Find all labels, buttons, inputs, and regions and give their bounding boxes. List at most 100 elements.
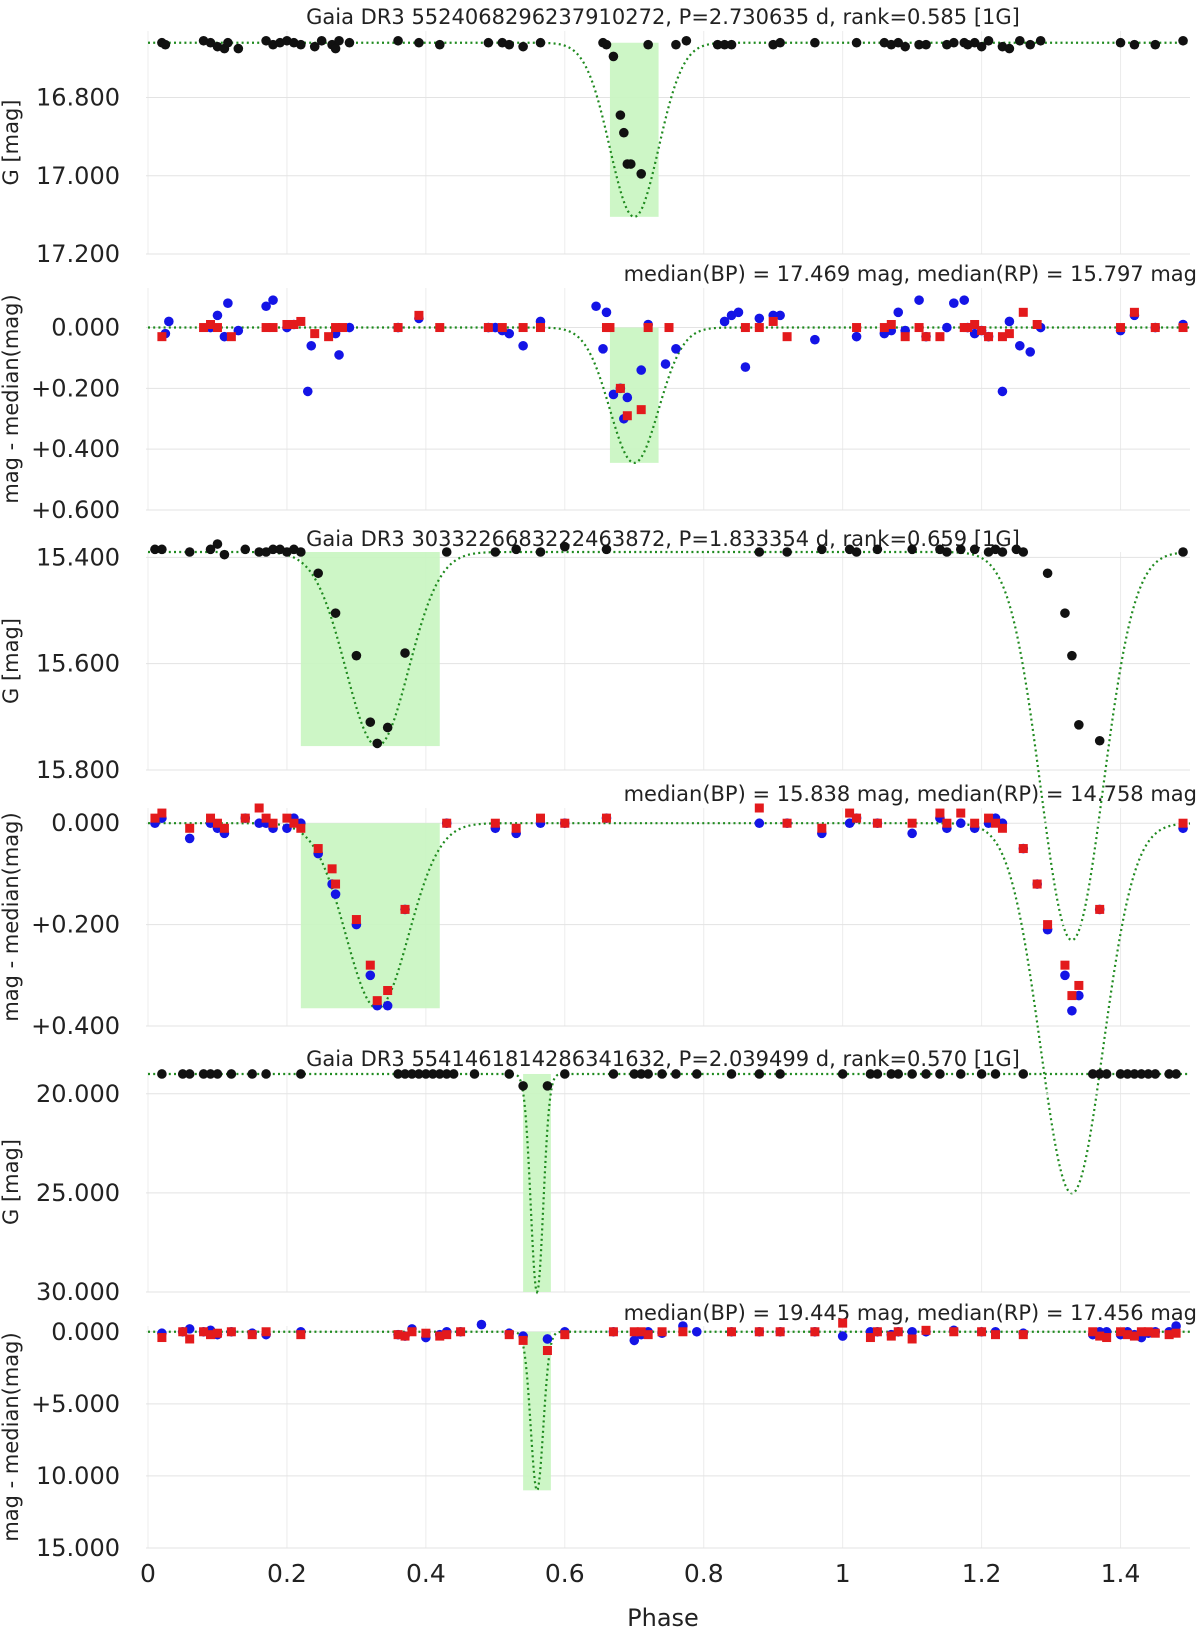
data-point-RP — [185, 823, 195, 833]
data-point-G — [490, 547, 501, 557]
data-point-RP — [1178, 818, 1188, 828]
data-point-RP — [212, 818, 222, 828]
data-point-G — [535, 547, 546, 557]
data-point-G — [469, 1069, 480, 1079]
data-point-RP — [1102, 1333, 1112, 1343]
series-G — [157, 35, 1188, 179]
data-point-G — [247, 1069, 257, 1079]
data-point-G — [1129, 1069, 1140, 1079]
data-point-BP — [219, 331, 230, 342]
data-point-G — [414, 37, 424, 48]
data-point-RP — [852, 813, 862, 823]
data-point-G — [1025, 39, 1036, 50]
y-tick-label: 17.200 — [36, 240, 120, 268]
panel-title: median(BP) = 19.445 mag, median(RP) = 17… — [624, 1301, 1197, 1325]
data-point-G — [1129, 39, 1140, 50]
data-point-RP — [879, 323, 889, 333]
data-point-RP — [400, 904, 410, 914]
data-point-RP — [1004, 329, 1014, 339]
data-point-G — [983, 35, 994, 46]
data-point-G — [150, 544, 160, 555]
data-point-RP — [1018, 1330, 1028, 1340]
data-point-RP — [313, 844, 323, 854]
data-point-RP — [157, 808, 167, 818]
data-point-RP — [442, 1330, 452, 1340]
data-point-G — [296, 39, 306, 50]
y-tick-label: 25.000 — [36, 1179, 120, 1207]
data-point-G — [157, 1069, 167, 1079]
y-tick-label: 15.800 — [36, 756, 120, 784]
panel-2: median(BP) = 17.469 mag, median(RP) = 15… — [0, 262, 1197, 524]
data-point-BP — [907, 1326, 917, 1337]
data-point-G — [608, 51, 619, 62]
data-point-RP — [1067, 991, 1077, 1001]
data-point-G — [1115, 1069, 1126, 1079]
data-point-G — [1115, 37, 1126, 48]
data-point-RP — [331, 879, 341, 889]
data-point-G — [719, 39, 730, 50]
y-axis-label: G [mag] — [0, 1139, 23, 1225]
data-point-RP — [782, 332, 792, 342]
panel-5: Gaia DR3 5541461814286341632, P=2.039499… — [0, 1047, 1190, 1306]
data-point-G — [754, 547, 765, 557]
y-tick-label: 16.800 — [36, 84, 120, 112]
data-point-RP — [535, 323, 545, 333]
data-point-G — [969, 544, 980, 555]
data-point-RP — [310, 329, 320, 339]
data-point-BP — [622, 392, 633, 403]
data-point-RP — [678, 1327, 688, 1337]
data-point-BP — [810, 334, 820, 345]
data-point-G — [511, 544, 521, 555]
data-point-BP — [223, 298, 233, 309]
y-tick-label: 0.000 — [51, 809, 120, 837]
data-point-G — [344, 37, 355, 48]
data-point-G — [160, 39, 171, 50]
data-point-BP — [914, 295, 924, 305]
data-point-RP — [900, 332, 910, 342]
data-point-G — [754, 1069, 765, 1079]
x-tick-label: 0.6 — [545, 1559, 585, 1588]
data-point-G — [921, 1069, 931, 1079]
data-point-G — [1094, 1069, 1105, 1079]
data-point-RP — [240, 813, 250, 823]
data-point-G — [976, 1069, 987, 1079]
data-point-G — [393, 35, 403, 46]
data-point-G — [643, 1069, 653, 1079]
series-RP — [157, 307, 1188, 421]
data-point-BP — [949, 298, 959, 309]
data-point-BP — [344, 322, 355, 333]
data-point-RP — [365, 960, 375, 970]
data-point-G — [393, 1069, 403, 1079]
data-point-G — [226, 1069, 237, 1079]
data-point-RP — [643, 1330, 653, 1340]
data-point-RP — [282, 813, 292, 823]
data-point-G — [212, 1069, 223, 1079]
data-point-BP — [1004, 316, 1015, 327]
data-point-BP — [671, 344, 681, 354]
data-point-BP — [844, 818, 855, 829]
panel-title: median(BP) = 15.838 mag, median(RP) = 14… — [624, 782, 1197, 806]
data-point-RP — [949, 1327, 959, 1337]
data-point-G — [712, 39, 723, 50]
data-point-BP — [233, 325, 244, 336]
data-point-RP — [268, 323, 278, 333]
data-point-RP — [518, 323, 528, 333]
data-point-G — [518, 1081, 528, 1091]
data-point-G — [1150, 39, 1161, 50]
data-point-G — [316, 35, 327, 46]
data-point-RP — [338, 323, 348, 333]
data-point-G — [1035, 35, 1046, 46]
eclipse-window-band — [523, 1073, 551, 1292]
data-point-G — [233, 43, 244, 54]
data-point-RP — [608, 1327, 618, 1337]
data-point-RP — [1129, 1331, 1139, 1341]
data-point-G — [726, 39, 737, 50]
panel-1: Gaia DR3 5524068296237910272, P=2.730635… — [0, 5, 1190, 268]
data-point-G — [775, 1069, 785, 1079]
data-point-G — [261, 1069, 271, 1079]
data-point-G — [1087, 1069, 1098, 1079]
data-point-RP — [1116, 1327, 1126, 1337]
data-point-RP — [407, 1327, 417, 1337]
data-point-RP — [865, 1333, 875, 1343]
data-point-RP — [1018, 307, 1028, 317]
